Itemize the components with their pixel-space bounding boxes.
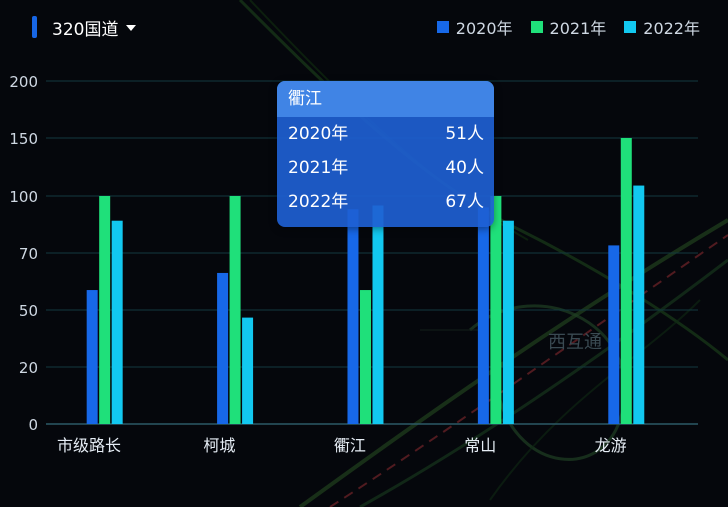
y-tick-label: 150 [9, 130, 38, 148]
bar-2020[interactable] [217, 272, 229, 424]
caret-down-icon [126, 25, 137, 31]
tooltip-title: 衢江 [277, 81, 494, 117]
tooltip-row-value: 40人 [445, 158, 484, 178]
tooltip-row-value: 51人 [445, 124, 484, 144]
x-tick-label: 衢江 [334, 436, 366, 455]
legend-swatch-2022 [624, 21, 637, 33]
y-tick-label: 0 [28, 416, 38, 434]
bar-2021[interactable] [490, 196, 502, 424]
y-tick-label: 70 [19, 245, 38, 263]
tooltip-row-value: 67人 [445, 192, 484, 212]
bar-2022[interactable] [242, 317, 254, 424]
road-select-dropdown[interactable]: 320国道 [52, 14, 137, 40]
y-tick-label: 100 [9, 188, 38, 206]
x-tick-label: 龙游 [595, 436, 627, 455]
legend-label: 2022年 [643, 19, 700, 38]
legend: 2020年 2021年 2022年 [436, 15, 700, 39]
legend-swatch-2020 [436, 21, 449, 33]
legend-swatch-2021 [530, 21, 543, 33]
tooltip-row: 2022年 67人 [277, 185, 494, 219]
y-tick-label: 20 [19, 359, 38, 377]
road-select-value: 320国道 [52, 19, 119, 40]
map-place-label: 西互通 [548, 332, 602, 353]
legend-label: 2021年 [549, 19, 607, 38]
legend-item-2022[interactable]: 2022年 [624, 15, 700, 39]
bar-2022[interactable] [502, 220, 514, 424]
tooltip-row-label: 2022年 [288, 192, 349, 212]
legend-label: 2020年 [455, 19, 513, 38]
bar-2020[interactable] [608, 245, 620, 424]
y-tick-label: 50 [19, 302, 38, 320]
title-accent-bar [32, 16, 37, 38]
tooltip-row: 2021年 40人 [277, 151, 494, 185]
x-tick-label: 市级路长 [57, 436, 121, 455]
bar-2020[interactable] [477, 207, 489, 424]
y-tick-label: 200 [9, 73, 38, 91]
tooltip-row: 2020年 51人 [277, 117, 494, 151]
bar-2022[interactable] [111, 220, 123, 424]
bar-2022[interactable] [372, 205, 384, 425]
x-tick-label: 柯城 [203, 436, 235, 455]
bar-2021[interactable] [99, 196, 111, 424]
bar-2021[interactable] [229, 196, 241, 424]
bar-2020[interactable] [347, 209, 359, 424]
tooltip-row-label: 2021年 [288, 158, 349, 178]
bars-layer [86, 138, 645, 425]
bar-2021[interactable] [620, 138, 632, 424]
bar-2021[interactable] [359, 290, 371, 424]
chart-header: 320国道 2020年 2021年 2022年 [0, 0, 728, 56]
x-tick-label: 常山 [464, 436, 496, 455]
tooltip-row-label: 2020年 [288, 124, 349, 144]
tooltip: 衢江 2020年 51人 2021年 40人 2022年 67人 [277, 81, 494, 227]
bar-2022[interactable] [633, 185, 645, 424]
legend-item-2021[interactable]: 2021年 [530, 15, 607, 39]
legend-item-2020[interactable]: 2020年 [436, 15, 513, 39]
bar-2020[interactable] [86, 290, 98, 424]
